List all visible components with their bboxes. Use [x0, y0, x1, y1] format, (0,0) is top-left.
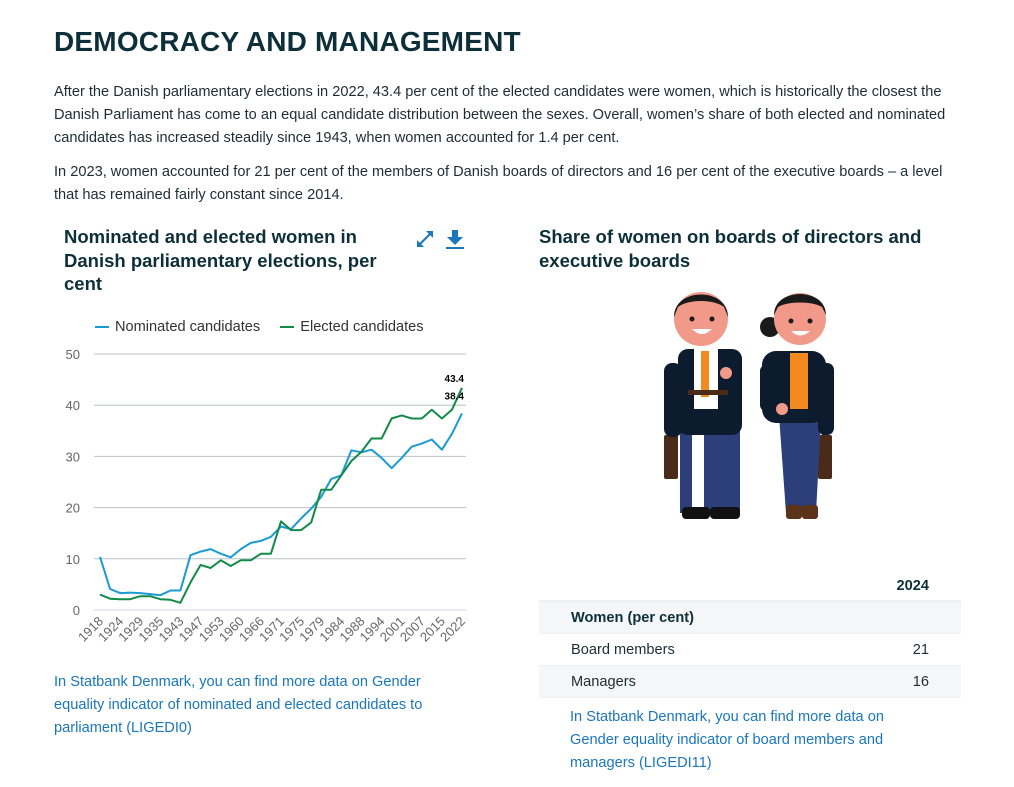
legend-swatch-nominated [95, 326, 109, 328]
y-tick-label: 50 [66, 347, 80, 362]
row-label: Board members [571, 641, 675, 658]
legend-label-elected: Elected candidates [300, 319, 424, 335]
line-chart: 0 10 20 30 40 50 1918192419291935194319471953… [66, 347, 469, 645]
man-figure [664, 292, 742, 519]
legend-label-nominated: Nominated candidates [115, 319, 261, 335]
legend-swatch-elected [280, 326, 295, 328]
series-line-nominated [99, 412, 463, 597]
y-axis-ticks: 0 10 20 30 40 50 [66, 347, 80, 618]
x-axis-ticks: 1918192419291935194319471953196019661971… [75, 614, 468, 645]
business-people-illustration [664, 292, 834, 519]
end-data-label: 38.4 [445, 391, 465, 402]
y-tick-label: 10 [66, 552, 80, 567]
legend-item-elected[interactable]: Elected candidates [280, 319, 424, 335]
grid-lines [94, 353, 466, 611]
table-row: Managers 16 [539, 666, 961, 698]
woman-figure [760, 293, 834, 519]
y-tick-label: 20 [66, 501, 80, 516]
table-header-row: 2024 [539, 572, 961, 602]
intro-paragraph-1: After the Danish parliamentary elections… [54, 84, 946, 146]
series-lines [99, 387, 463, 604]
chart-title: Nominated and elected women in Danish pa… [64, 226, 377, 294]
boards-table: 2024 Women (per cent) Board members 21 M… [539, 572, 961, 698]
page-title: DEMOCRACY AND MANAGEMENT [54, 26, 521, 57]
y-tick-label: 40 [66, 398, 80, 413]
end-data-label: 43.4 [445, 374, 465, 385]
expand-icon[interactable] [414, 228, 436, 250]
series-line-elected [99, 387, 463, 604]
intro-paragraph-2: In 2023, women accounted for 21 per cent… [54, 164, 943, 203]
statbank-link-ligedi11[interactable]: In Statbank Denmark, you can find more d… [570, 709, 884, 771]
boards-title: Share of women on boards of directors an… [539, 226, 922, 271]
group-label: Women (per cent) [571, 609, 694, 626]
row-value: 21 [912, 641, 929, 658]
column-header-year: 2024 [896, 578, 929, 594]
y-tick-label: 0 [73, 603, 80, 618]
row-label: Managers [571, 673, 636, 690]
chart-legend: Nominated candidates Elected candidates [95, 319, 424, 335]
table-row: Board members 21 [539, 634, 961, 666]
data-labels: 38.4 43.4 [445, 374, 465, 403]
statbank-link-ligedi0[interactable]: In Statbank Denmark, you can find more d… [54, 674, 423, 736]
y-tick-label: 30 [66, 449, 80, 464]
download-icon[interactable] [444, 228, 466, 250]
row-value: 16 [912, 673, 929, 690]
legend-item-nominated[interactable]: Nominated candidates [95, 319, 260, 335]
table-group-row: Women (per cent) [539, 602, 961, 634]
